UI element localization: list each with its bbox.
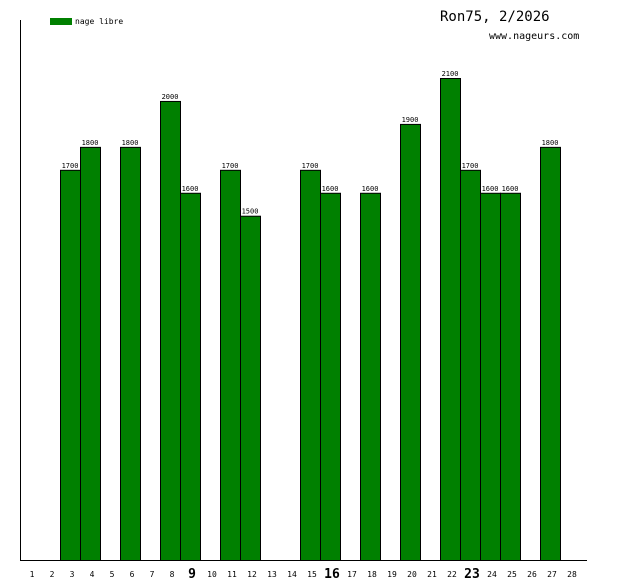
- x-tick-label: 10: [207, 570, 217, 579]
- x-tick-label: 21: [427, 570, 437, 579]
- bar: [80, 146, 101, 561]
- x-tick-label: 16: [324, 567, 340, 580]
- x-tick-label: 26: [527, 570, 537, 579]
- data-label: 1600: [362, 185, 379, 193]
- chart-title: Ron75, 2/2026: [440, 9, 550, 25]
- bar: [500, 192, 521, 561]
- bar: [220, 169, 241, 562]
- x-tick-label: 9: [188, 567, 196, 580]
- bar: [480, 192, 501, 561]
- data-label: 1800: [542, 139, 559, 147]
- x-tick-label: 11: [227, 570, 237, 579]
- data-label: 1600: [502, 185, 519, 193]
- x-tick-label: 25: [507, 570, 517, 579]
- data-label: 1600: [322, 185, 339, 193]
- data-label: 1700: [62, 162, 79, 170]
- x-tick-label: 27: [547, 570, 557, 579]
- chart-subtitle: www.nageurs.com: [489, 31, 580, 42]
- x-tick-label: 1: [30, 570, 35, 579]
- data-label: 2100: [442, 70, 459, 78]
- x-tick-label: 19: [387, 570, 397, 579]
- x-tick-label: 24: [487, 570, 497, 579]
- data-label: 1600: [182, 185, 199, 193]
- x-tick-label: 15: [307, 570, 317, 579]
- x-tick-label: 20: [407, 570, 417, 579]
- x-tick-label: 8: [170, 570, 175, 579]
- bar: [120, 146, 141, 561]
- data-label: 1600: [482, 185, 499, 193]
- x-tick-label: 5: [110, 570, 115, 579]
- bar: [440, 78, 461, 561]
- data-label: 1700: [222, 162, 239, 170]
- legend-label: nage libre: [75, 17, 124, 26]
- x-tick-label: 4: [90, 570, 95, 579]
- bar: [400, 123, 421, 562]
- x-tick-label: 14: [287, 570, 297, 579]
- bar: [360, 192, 381, 561]
- bar: [540, 146, 561, 561]
- x-tick-label: 23: [464, 567, 480, 580]
- x-tick-label: 13: [267, 570, 277, 579]
- x-tick-label: 12: [247, 570, 257, 579]
- legend: nage libre: [50, 17, 123, 26]
- legend-swatch: [50, 18, 72, 25]
- x-tick-label: 17: [347, 570, 357, 579]
- x-tick-label: 3: [70, 570, 75, 579]
- bar: [240, 215, 261, 561]
- x-tick-label: 7: [150, 570, 155, 579]
- data-label: 1700: [462, 162, 479, 170]
- bar: [60, 169, 81, 562]
- data-label: 1700: [302, 162, 319, 170]
- x-tick-label: 18: [367, 570, 377, 579]
- data-label: 1800: [82, 139, 99, 147]
- data-label: 1500: [242, 208, 259, 216]
- bar: [160, 100, 181, 561]
- bar: [320, 192, 341, 561]
- x-tick-label: 2: [50, 570, 55, 579]
- data-label: 2000: [162, 93, 179, 101]
- data-label: 1800: [122, 139, 139, 147]
- bar: [300, 169, 321, 562]
- x-tick-label: 6: [130, 570, 135, 579]
- data-label: 1900: [402, 116, 419, 124]
- bar: [460, 169, 481, 562]
- x-tick-label: 22: [447, 570, 457, 579]
- bar: [180, 192, 201, 561]
- x-tick-label: 28: [567, 570, 577, 579]
